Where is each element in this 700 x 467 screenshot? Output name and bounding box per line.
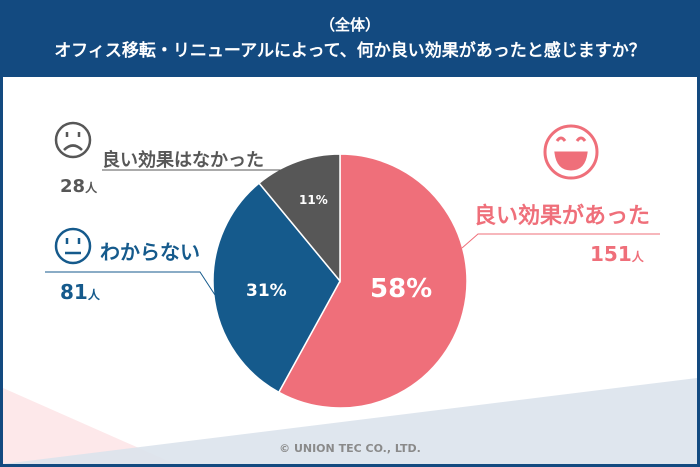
pct-good: 58%: [370, 274, 433, 304]
label-unknown: わからない: [100, 240, 200, 264]
slice-none: [257, 153, 341, 284]
smile-icon: [543, 124, 599, 180]
bg-pink-shape: [3, 388, 175, 464]
pct-none: 11%: [299, 193, 328, 207]
chart-header: （全体） オフィス移転・リニューアルによって、何か良い効果があったと感じますか？: [0, 0, 700, 77]
label-good: 良い効果があった: [474, 204, 651, 229]
count-unknown: 81人: [60, 280, 100, 304]
frown-icon: [54, 121, 92, 159]
slice-good: [277, 153, 468, 409]
chart-question: オフィス移転・リニューアルによって、何か良い効果があったと感じますか？: [54, 41, 646, 61]
pct-unknown: 31%: [246, 281, 287, 301]
copyright: © UNION TEC CO., LTD.: [279, 442, 421, 455]
leader-line-unknown: [45, 271, 216, 296]
bg-blue-shape: [3, 378, 697, 464]
count-none: 28人: [60, 176, 98, 197]
label-none: 良い効果はなかった: [102, 150, 264, 171]
count-good: 151人: [590, 242, 644, 266]
leader-line-good: [461, 233, 660, 249]
neutral-face-icon: [54, 227, 92, 265]
chart-subtitle: （全体）: [319, 16, 380, 34]
